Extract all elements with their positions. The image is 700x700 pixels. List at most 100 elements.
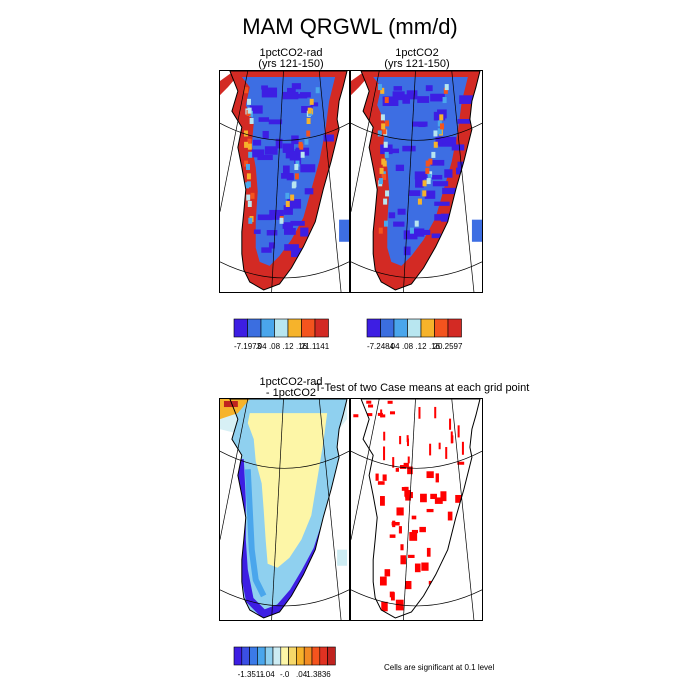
colorbar-tick-label: .08 xyxy=(269,342,281,351)
cell-dark-blue xyxy=(275,138,283,149)
cell-dark-blue xyxy=(251,149,265,158)
cell-dark-blue xyxy=(451,144,465,151)
significant-cell xyxy=(383,446,386,461)
cell-dark-blue xyxy=(285,149,292,159)
colorbar-tick-label: .16 xyxy=(429,342,441,351)
cell-dark-blue xyxy=(426,174,443,180)
cell-dark-blue xyxy=(264,146,278,155)
significant-cell xyxy=(447,511,453,521)
cell-dark-blue xyxy=(268,119,283,125)
cell-dark-blue xyxy=(289,151,297,161)
cell-edge xyxy=(382,160,387,167)
cell-dark-blue xyxy=(442,187,457,195)
cell-dark-blue xyxy=(295,147,310,156)
meridian-line xyxy=(403,399,416,620)
cell-edge xyxy=(422,180,427,187)
latitude-line xyxy=(220,261,349,279)
latitude-line xyxy=(351,261,482,279)
significant-cell xyxy=(434,406,437,419)
cell-edge xyxy=(378,227,383,234)
panel3-title-line1: 1pctCO2-rad xyxy=(259,376,323,388)
latitude-line xyxy=(351,450,482,469)
colorbar-box xyxy=(257,646,266,666)
significant-cell xyxy=(375,473,379,481)
significant-cell xyxy=(382,474,387,481)
cell-dark-blue xyxy=(380,144,393,155)
cell-edge xyxy=(298,141,303,148)
colorbar-tick-label: .04 xyxy=(388,342,400,351)
cell-dark-blue xyxy=(412,121,428,127)
latitude-line xyxy=(220,589,349,607)
cell-edge xyxy=(285,200,290,207)
panel3-colorbar: -1.3511 -.04 -.0 .04 1.3836 xyxy=(233,646,355,679)
cell-edge xyxy=(248,151,253,158)
cell-dark-blue xyxy=(291,248,304,258)
cell-dark-blue xyxy=(459,95,474,104)
panel3-title: 1pctCO2-rad - 1pctCO2 xyxy=(232,377,350,399)
cell-edge xyxy=(294,163,299,170)
cell-dark-blue xyxy=(443,136,457,146)
significant-cell xyxy=(405,580,412,590)
cell-dark-blue xyxy=(438,142,453,147)
panel4-map xyxy=(350,398,483,621)
significant-cell xyxy=(399,465,407,469)
cell-dark-blue xyxy=(282,222,294,229)
significant-cell xyxy=(411,515,417,520)
cell-dark-blue xyxy=(291,83,301,90)
cell-edge xyxy=(249,117,254,125)
colorbar-box xyxy=(272,646,282,666)
cell-dark-blue xyxy=(417,96,430,103)
significant-cell xyxy=(434,497,443,504)
cell-edge xyxy=(431,151,436,158)
cell-dark-blue xyxy=(397,208,406,215)
significant-cell xyxy=(456,569,465,574)
significant-cell xyxy=(367,413,373,417)
significant-cell xyxy=(444,597,451,602)
cell-edge xyxy=(385,120,390,127)
cell-dark-blue xyxy=(424,190,436,199)
colorbar-tick-label: -1.3511 xyxy=(238,670,265,679)
panel1-title-line1: 1pctCO2-rad xyxy=(259,47,323,59)
margin-mid-band xyxy=(244,469,267,598)
significant-cell xyxy=(449,418,452,430)
cell-edge xyxy=(384,97,389,104)
significant-cell xyxy=(406,438,409,447)
colorbar-box xyxy=(260,318,275,338)
significant-cell xyxy=(389,534,396,538)
panel4-footnote: Cells are significant at 0.1 level xyxy=(384,663,495,672)
cell-edge xyxy=(428,158,433,165)
cell-edge xyxy=(437,128,442,135)
significant-cell xyxy=(463,567,472,572)
cell-dark-blue xyxy=(258,117,270,122)
cell-edge xyxy=(291,182,296,189)
panel2-title-line2: (yrs 121-150) xyxy=(384,58,450,70)
cell-edge xyxy=(295,160,300,167)
map-svg xyxy=(220,71,349,292)
significant-cell xyxy=(429,600,434,608)
meridian-line xyxy=(318,71,342,292)
significant-cell xyxy=(457,461,465,465)
significant-cell xyxy=(411,529,418,534)
cell-edge xyxy=(300,151,305,158)
cell-edge xyxy=(381,123,386,130)
latitude-line xyxy=(220,122,349,141)
cell-dark-blue xyxy=(266,230,278,236)
cell-edge xyxy=(378,178,383,185)
colorbar-box xyxy=(233,318,248,338)
colorbar-box xyxy=(434,318,449,338)
colorbar-box xyxy=(274,318,289,338)
cell-dark-blue xyxy=(310,102,319,107)
cell-dark-blue xyxy=(268,242,275,249)
significant-cell xyxy=(433,580,439,589)
colorbar-box xyxy=(319,646,328,666)
significant-cell xyxy=(420,493,427,503)
cell-edge xyxy=(249,110,254,117)
cell-edge xyxy=(315,87,320,94)
cell-dark-blue xyxy=(284,244,299,251)
cell-dark-blue xyxy=(283,205,293,215)
significant-cell xyxy=(419,526,426,533)
cell-edge xyxy=(382,128,387,135)
colorbar-tick-label: .12 xyxy=(282,342,294,351)
significant-cell xyxy=(400,555,406,565)
